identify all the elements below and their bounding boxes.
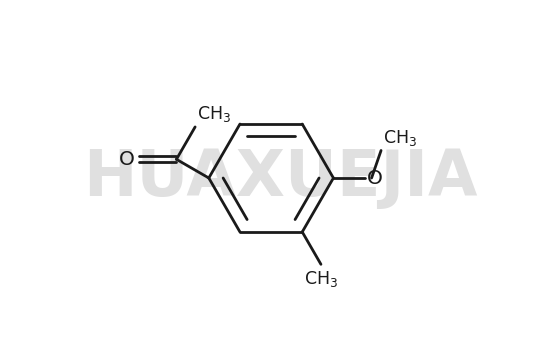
Text: O: O [367, 168, 383, 188]
Text: O: O [119, 150, 135, 169]
Text: CH$_3$: CH$_3$ [197, 104, 231, 124]
Text: HUAXUEJIA: HUAXUEJIA [83, 147, 477, 209]
Text: CH$_3$: CH$_3$ [383, 128, 417, 148]
Text: CH$_3$: CH$_3$ [304, 268, 338, 289]
